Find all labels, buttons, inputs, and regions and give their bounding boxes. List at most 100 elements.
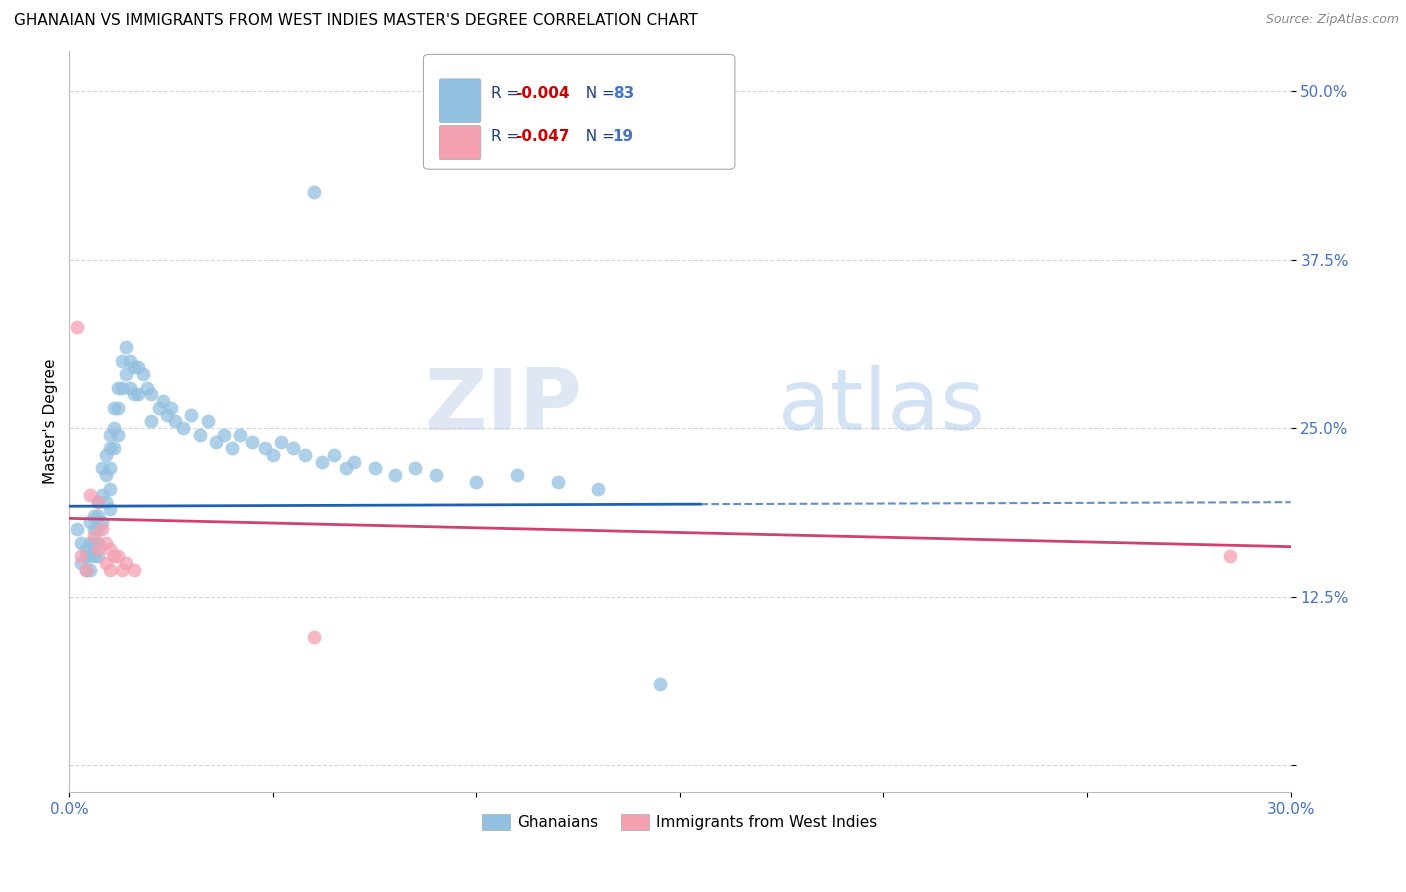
Text: R =: R =	[491, 128, 523, 144]
Point	[107, 381, 129, 395]
Point	[66, 522, 89, 536]
Point	[75, 542, 97, 557]
Text: GHANAIAN VS IMMIGRANTS FROM WEST INDIES MASTER'S DEGREE CORRELATION CHART: GHANAIAN VS IMMIGRANTS FROM WEST INDIES …	[14, 13, 697, 29]
Point	[212, 427, 235, 442]
Point	[107, 549, 129, 563]
Point	[425, 468, 447, 483]
Point	[262, 448, 284, 462]
Point	[115, 367, 138, 381]
Point	[124, 563, 146, 577]
Point	[98, 542, 121, 557]
Point	[302, 630, 325, 644]
Text: atlas: atlas	[778, 365, 986, 448]
Text: R =: R =	[491, 87, 523, 102]
Text: N =: N =	[576, 128, 620, 144]
Point	[115, 340, 138, 354]
Point	[1218, 549, 1240, 563]
Point	[152, 394, 174, 409]
Point	[506, 468, 529, 483]
Point	[94, 556, 117, 570]
Point	[87, 522, 110, 536]
Text: 19: 19	[613, 128, 634, 144]
Point	[87, 542, 110, 557]
Point	[98, 563, 121, 577]
Point	[270, 434, 292, 449]
Point	[90, 461, 112, 475]
Point	[79, 488, 101, 502]
Point	[384, 468, 406, 483]
Point	[83, 549, 105, 563]
Point	[87, 549, 110, 563]
Point	[204, 434, 226, 449]
Point	[87, 535, 110, 549]
Point	[79, 549, 101, 563]
Point	[648, 677, 671, 691]
Point	[75, 549, 97, 563]
FancyBboxPatch shape	[439, 78, 481, 122]
Text: -0.047: -0.047	[515, 128, 569, 144]
Point	[363, 461, 385, 475]
Point	[83, 522, 105, 536]
FancyBboxPatch shape	[423, 54, 735, 169]
Y-axis label: Master's Degree: Master's Degree	[44, 359, 58, 484]
Point	[83, 529, 105, 543]
Point	[94, 468, 117, 483]
Point	[103, 549, 125, 563]
Point	[139, 414, 162, 428]
Point	[156, 408, 179, 422]
Text: N =: N =	[576, 87, 620, 102]
Point	[253, 442, 276, 456]
Point	[165, 414, 187, 428]
Point	[115, 556, 138, 570]
Point	[70, 556, 93, 570]
Point	[79, 535, 101, 549]
Point	[120, 381, 142, 395]
Point	[94, 535, 117, 549]
Point	[103, 421, 125, 435]
Point	[87, 508, 110, 523]
Text: ZIP: ZIP	[425, 365, 582, 448]
Point	[70, 549, 93, 563]
Point	[87, 495, 110, 509]
Point	[135, 381, 157, 395]
Point	[94, 448, 117, 462]
Point	[98, 427, 121, 442]
Point	[124, 360, 146, 375]
Point	[322, 448, 344, 462]
Point	[148, 401, 170, 415]
Point	[343, 455, 366, 469]
Point	[98, 482, 121, 496]
Point	[107, 427, 129, 442]
Point	[404, 461, 426, 475]
Point	[127, 387, 149, 401]
Point	[90, 516, 112, 530]
Point	[127, 360, 149, 375]
Point	[335, 461, 357, 475]
Text: 83: 83	[613, 87, 634, 102]
Point	[465, 475, 488, 489]
Point	[79, 563, 101, 577]
Point	[131, 367, 153, 381]
Point	[188, 427, 211, 442]
Point	[311, 455, 333, 469]
Point	[107, 401, 129, 415]
Point	[83, 535, 105, 549]
Point	[66, 320, 89, 334]
Text: Source: ZipAtlas.com: Source: ZipAtlas.com	[1265, 13, 1399, 27]
Text: -0.004: -0.004	[515, 87, 569, 102]
Point	[90, 488, 112, 502]
Point	[75, 563, 97, 577]
Point	[242, 434, 264, 449]
Point	[98, 442, 121, 456]
Point	[103, 401, 125, 415]
Point	[75, 563, 97, 577]
Legend: Ghanaians, Immigrants from West Indies: Ghanaians, Immigrants from West Indies	[477, 808, 884, 836]
Point	[160, 401, 183, 415]
Point	[547, 475, 569, 489]
Point	[94, 495, 117, 509]
Point	[111, 353, 134, 368]
Point	[281, 442, 304, 456]
Point	[588, 482, 610, 496]
Point	[111, 563, 134, 577]
Point	[111, 381, 134, 395]
